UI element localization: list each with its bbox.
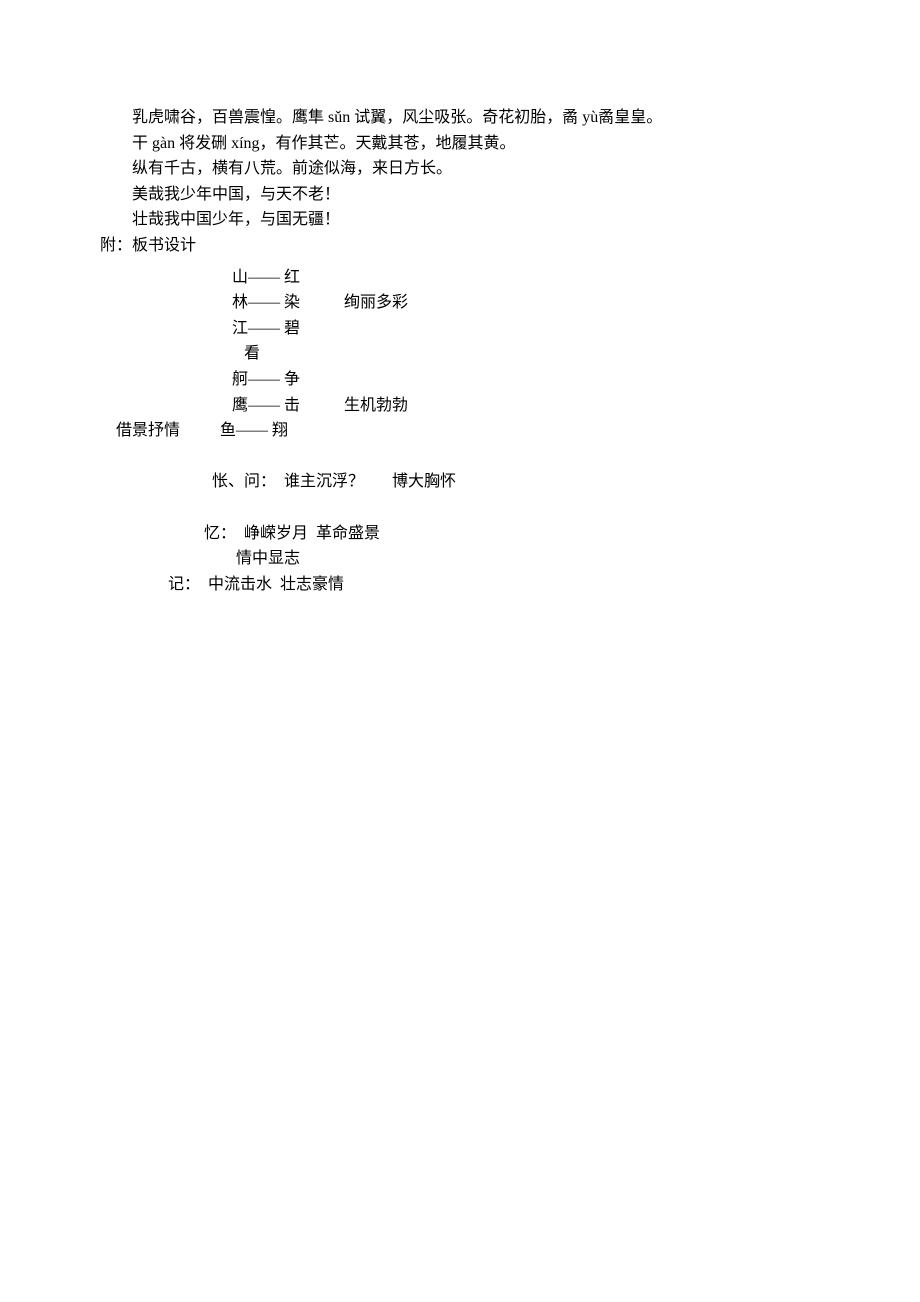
- board-design-diagram: 山—— 红 林—— 染 绚丽多彩 江—— 碧 看 舸—— 争: [100, 265, 820, 598]
- pair-jiang: 江—— 碧: [232, 320, 300, 337]
- paragraph-4: 美哉我少年中国，与天不老！: [100, 182, 820, 208]
- diagram-row-lin: 林—— 染 绚丽多彩: [100, 290, 820, 316]
- diagram-row-jiang: 江—— 碧: [100, 316, 820, 342]
- paragraph-1: 乳虎啸谷，百兽震惶。鹰隼 sǔn 试翼，风尘吸张。奇花初胎，矞 yù矞皇皇。: [100, 105, 820, 131]
- paragraph-5: 壮哉我中国少年，与国无疆！: [100, 207, 820, 233]
- pair-kan: 看: [244, 345, 260, 362]
- diagram-row-kan: 看: [100, 341, 820, 367]
- diagram-row-ge: 舸—— 争: [100, 367, 820, 393]
- pair-ge: 舸—— 争: [232, 371, 300, 388]
- diagram-row-chang: 怅、问： 谁主沉浮？ 博大胸怀: [100, 469, 820, 495]
- diagram-row-yi: 忆： 峥嵘岁月 革命盛景: [100, 521, 820, 547]
- yi-text: 忆： 峥嵘岁月 革命盛景: [204, 525, 380, 542]
- diagram-row-shan: 山—— 红: [100, 265, 820, 291]
- qingzhong-text: 情中显志: [236, 550, 300, 567]
- chang-wen-text: 怅、问： 谁主沉浮？: [212, 473, 364, 490]
- label-shengji: 生机勃勃: [344, 397, 408, 414]
- pair-lin: 林—— 染: [232, 294, 300, 311]
- diagram-spacer-1: [100, 444, 820, 470]
- label-xuanli: 绚丽多彩: [344, 294, 408, 311]
- diagram-row-yu: 借景抒情 鱼—— 翔: [100, 418, 820, 444]
- pair-shan: 山—— 红: [232, 269, 300, 286]
- paragraph-3: 纵有千古，横有八荒。前途似海，来日方长。: [100, 156, 820, 182]
- document-content: 乳虎啸谷，百兽震惶。鹰隼 sǔn 试翼，风尘吸张。奇花初胎，矞 yù矞皇皇。 干…: [100, 105, 820, 597]
- diagram-row-qingzhong: 情中显志: [100, 546, 820, 572]
- boda-text: 博大胸怀: [392, 473, 456, 490]
- diagram-row-ji: 记： 中流击水 壮志豪情: [100, 572, 820, 598]
- paragraph-2: 干 gàn 将发硎 xíng，有作其芒。天戴其苍，地履其黄。: [100, 131, 820, 157]
- ji-text: 记： 中流击水 壮志豪情: [168, 576, 344, 593]
- appendix-heading: 附：板书设计: [100, 233, 820, 259]
- diagram-spacer-2: [100, 495, 820, 521]
- pair-yu: 鱼—— 翔: [220, 422, 288, 439]
- pair-ying: 鹰—— 击: [232, 397, 300, 414]
- left-label: 借景抒情: [116, 422, 180, 439]
- diagram-row-ying: 鹰—— 击 生机勃勃: [100, 393, 820, 419]
